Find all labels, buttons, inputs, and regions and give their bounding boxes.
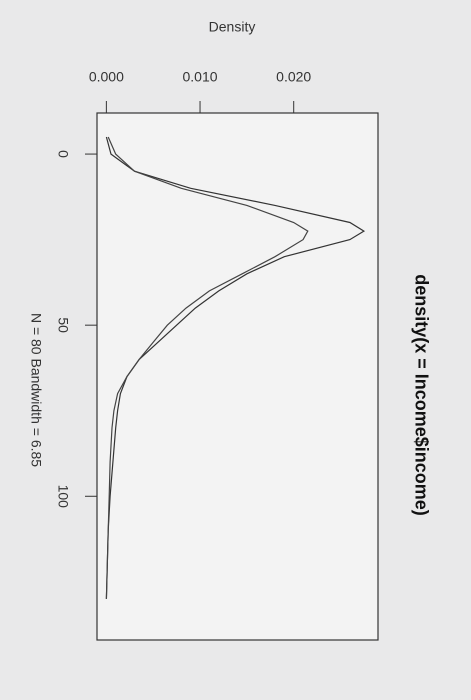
x-tick-label: 50 (55, 317, 71, 333)
density-line (105, 136, 309, 599)
y-tick-label: 0.000 (89, 69, 124, 85)
density-line (105, 136, 366, 599)
y-axis-label: Density (209, 19, 256, 35)
y-tick-label: 0.010 (183, 69, 218, 85)
chart-title: density(x = Income$income) (411, 274, 431, 516)
plot-box (96, 112, 379, 641)
y-tick-label: 0.020 (276, 69, 311, 85)
x-tick-label: 0 (55, 150, 71, 158)
x-tick-label: 100 (55, 485, 71, 509)
x-axis-label: N = 80 Bandwidth = 6.85 (28, 313, 44, 467)
